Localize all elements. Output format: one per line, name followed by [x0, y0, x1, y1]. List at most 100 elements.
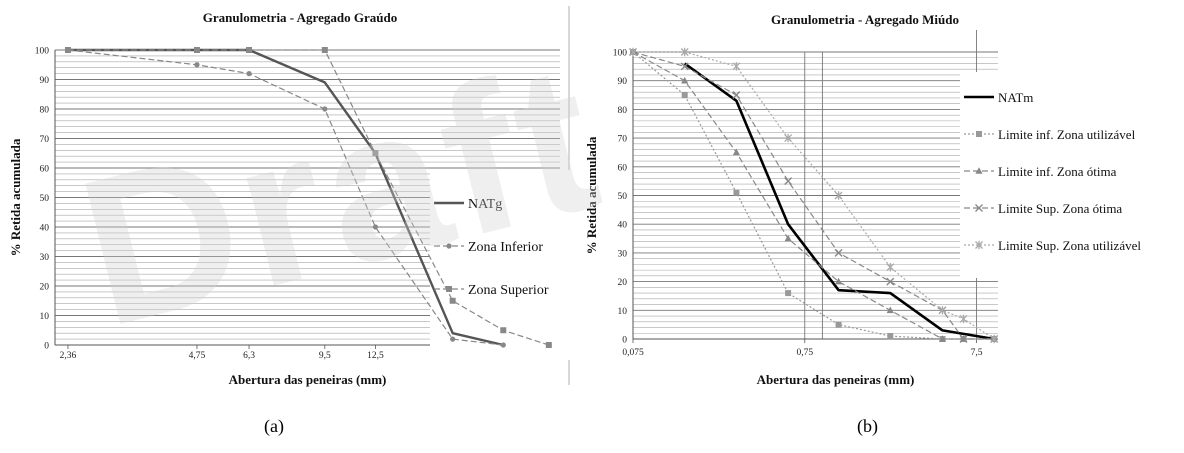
data-point	[785, 290, 792, 297]
y-tick-label: 30	[618, 249, 628, 259]
chart-title: Granulometria - Agregado Miúdo	[771, 12, 959, 27]
y-tick-label: 60	[40, 165, 50, 175]
y-tick-label: 100	[613, 49, 628, 59]
data-point	[886, 263, 895, 272]
data-point	[733, 189, 740, 196]
data-point	[449, 297, 456, 304]
x-tick-label: 6,3	[243, 351, 255, 361]
data-point	[784, 234, 792, 242]
series-line	[632, 51, 995, 340]
y-tick-label: 30	[40, 253, 50, 263]
data-point	[681, 92, 688, 99]
y-tick-label: 90	[40, 76, 50, 86]
data-point	[732, 91, 741, 100]
x-tick-label: 0,75	[796, 348, 813, 358]
y-axis-label: % Retida acumulada	[8, 138, 23, 256]
series-limite-sup-zona-utiliz-vel	[629, 47, 999, 344]
data-point	[732, 148, 741, 156]
data-point	[835, 321, 842, 328]
data-point	[545, 342, 552, 348]
data-point	[938, 335, 947, 342]
data-point	[194, 62, 200, 68]
data-point	[886, 277, 895, 286]
legend-marker	[975, 167, 983, 174]
caption-a: (a)	[264, 416, 284, 436]
y-tick-label: 90	[618, 77, 628, 87]
data-point	[629, 47, 637, 57]
legend-label: Zona Inferior	[468, 240, 543, 255]
data-point	[680, 62, 689, 71]
y-tick-label: 50	[618, 192, 628, 202]
legend-marker	[446, 286, 452, 292]
x-axis-label: Abertura das peneiras (mm)	[229, 372, 387, 387]
y-tick-label: 40	[618, 221, 628, 231]
legend-marker	[976, 131, 982, 137]
legend-label: NATg	[468, 197, 502, 212]
data-point	[990, 334, 999, 344]
grid-lines	[633, 30, 998, 340]
y-axis-label: % Retida acumulada	[584, 136, 599, 254]
y-tick-label: 0	[622, 336, 627, 346]
legend-background	[430, 170, 570, 360]
y-tick-label: 40	[40, 224, 50, 234]
y-tick-label: 20	[618, 278, 628, 288]
data-point	[322, 106, 328, 112]
data-point	[372, 224, 379, 230]
series-line	[683, 62, 995, 341]
caption-b: (b)	[857, 416, 878, 436]
y-tick-label: 70	[40, 135, 50, 145]
legend-label: Limite inf. Zona utilizável	[998, 127, 1136, 142]
legend-label: Limite inf. Zona ótima	[998, 164, 1117, 179]
y-tick-label: 100	[35, 47, 50, 57]
data-point	[500, 327, 507, 334]
legend-marker	[446, 243, 452, 249]
legend-label: Limite Sup. Zona ótima	[998, 201, 1122, 216]
chart-b: 0 10 20 30 40 50 60 70 80 90 100 0,075 0,75 7,5 Granul…	[584, 12, 1184, 387]
data-point	[193, 47, 200, 53]
legend-label: Zona Superior	[468, 283, 549, 298]
series-line	[67, 49, 549, 346]
data-point	[784, 177, 793, 186]
y-tick-label: 10	[618, 307, 628, 317]
data-point	[321, 47, 328, 53]
legend-marker	[975, 204, 983, 212]
x-tick-label: 0,075	[622, 348, 644, 358]
legend-marker	[975, 240, 983, 250]
data-point	[938, 306, 947, 315]
data-point	[834, 277, 843, 285]
series-natm	[683, 62, 995, 341]
data-point	[732, 62, 741, 71]
chart-title: Granulometria - Agregado Graúdo	[203, 10, 397, 25]
data-point	[887, 333, 894, 340]
y-tick-label: 10	[40, 312, 50, 322]
y-tick-label: 80	[40, 106, 50, 116]
x-tick-label: 4,75	[189, 351, 206, 361]
data-point	[959, 314, 968, 324]
data-point	[246, 71, 252, 77]
x-tick-label: 7,5	[971, 348, 983, 358]
data-point	[450, 336, 456, 342]
y-tick-label: 20	[40, 283, 50, 293]
y-tick-label: 80	[618, 106, 628, 116]
data-point	[959, 335, 968, 343]
data-point	[372, 150, 379, 157]
y-tick-label: 70	[618, 135, 628, 145]
data-point	[500, 342, 506, 348]
data-point	[681, 76, 689, 84]
x-tick-label: 9,5	[319, 351, 331, 361]
legend-label: NATm	[998, 90, 1033, 105]
y-tick-label: 50	[40, 194, 50, 204]
data-point	[834, 248, 843, 257]
data-point	[834, 191, 843, 200]
x-tick-label: 12,5	[367, 351, 384, 361]
series-zona-superior	[64, 47, 552, 348]
data-point	[784, 133, 793, 143]
legend-background	[960, 72, 1184, 278]
data-point	[64, 47, 71, 53]
data-point	[886, 306, 894, 314]
series-line	[633, 51, 995, 340]
chart-a: 0 10 20 30 40 50 60 70 80 90 100 2,36 4,75 6,3 9,5 12,5…	[8, 10, 570, 387]
legend-label: Limite Sup. Zona utilizável	[998, 238, 1141, 253]
x-axis-label: Abertura das peneiras (mm)	[757, 372, 915, 387]
